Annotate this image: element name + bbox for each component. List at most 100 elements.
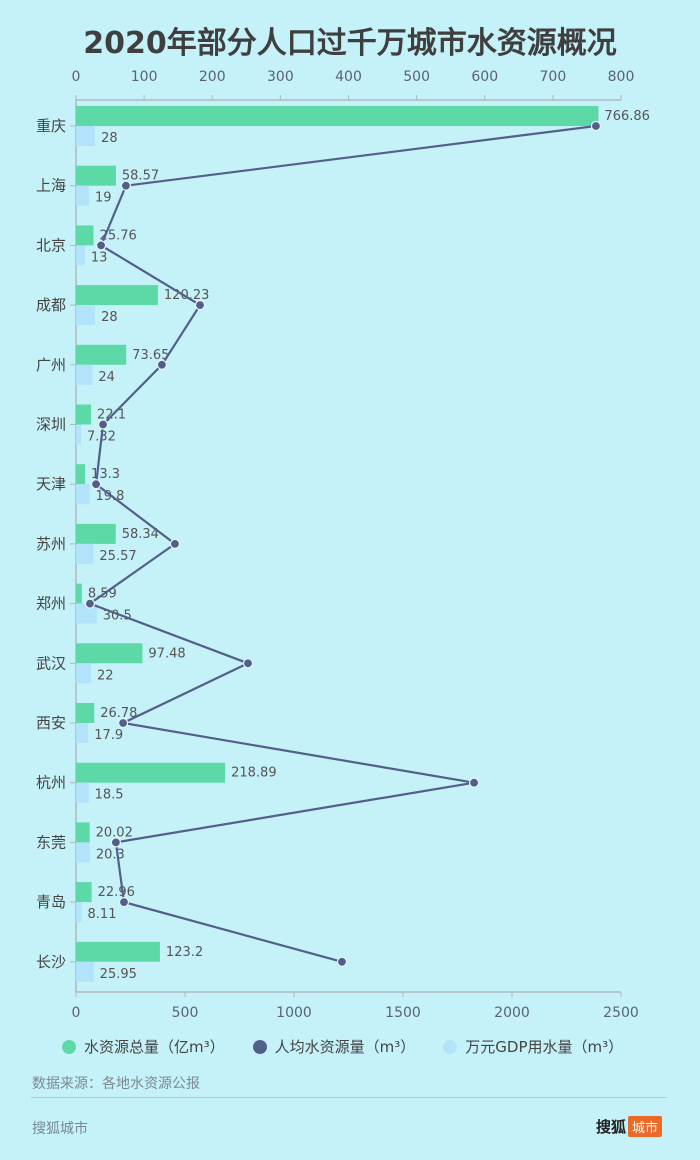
top-axis-tick-label: 800	[608, 69, 635, 85]
gdp-water-bar[interactable]	[76, 126, 96, 146]
per-capita-point[interactable]	[156, 359, 167, 370]
gdp-water-bar[interactable]	[76, 543, 94, 564]
total-water-value-label: 766.86	[604, 109, 650, 124]
brand-name: 搜狐	[595, 1118, 626, 1136]
per-capita-point[interactable]	[97, 419, 109, 430]
bottom-axis-tick-label: 1500	[385, 1005, 421, 1021]
total-water-value-label: 22.96	[98, 885, 135, 900]
total-water-bar[interactable]	[76, 464, 86, 485]
category-label: 上海	[36, 177, 66, 195]
gdp-water-bar[interactable]	[76, 364, 93, 385]
total-water-bar[interactable]	[76, 941, 160, 962]
legend-item-gdp-water[interactable]: 万元GDP用水量（m³）	[443, 1036, 623, 1057]
per-capita-point[interactable]	[84, 598, 96, 609]
per-capita-point[interactable]	[169, 538, 181, 550]
top-axis-tick-label: 200	[199, 69, 226, 85]
total-water-value-label: 73.65	[132, 348, 169, 363]
total-water-value-label: 20.02	[96, 825, 133, 840]
footer-publisher: 搜狐城市	[32, 1121, 88, 1137]
gdp-water-bar[interactable]	[76, 424, 81, 445]
gdp-water-bar[interactable]	[76, 842, 90, 863]
gdp-water-value-label: 8.11	[88, 907, 117, 922]
top-axis-tick-label: 100	[131, 69, 158, 85]
total-water-bar[interactable]	[76, 882, 92, 903]
total-water-bar[interactable]	[76, 225, 94, 246]
bottom-axis-tick-label: 500	[172, 1005, 199, 1021]
per-capita-point[interactable]	[468, 777, 480, 788]
top-axis-tick-label: 600	[471, 69, 498, 85]
top-axis-tick-label: 300	[267, 69, 294, 85]
legend-dot-icon	[62, 1039, 76, 1054]
legend-item-total-water[interactable]: 水资源总量（亿m³）	[62, 1036, 225, 1057]
total-water-bar[interactable]	[76, 285, 158, 306]
legend-item-per-capita[interactable]: 人均水资源量（m³）	[252, 1036, 415, 1057]
gdp-water-value-label: 22	[97, 668, 114, 683]
category-label: 郑州	[36, 595, 66, 613]
gdp-water-bar[interactable]	[76, 663, 91, 684]
category-label: 西安	[36, 714, 66, 732]
per-capita-point[interactable]	[117, 717, 129, 729]
total-water-value-label: 26.78	[100, 706, 137, 721]
total-water-bar[interactable]	[76, 762, 226, 783]
gdp-water-bar[interactable]	[76, 305, 96, 326]
per-capita-line	[87, 124, 597, 963]
gdp-water-bar[interactable]	[76, 782, 89, 803]
gdp-water-value-label: 24	[98, 370, 115, 385]
category-label: 长沙	[36, 953, 66, 971]
combo-chart: 0 100 200 300 400 500 600 700 800 0 500 1000 1500 200…	[36, 69, 650, 1021]
data-source-note: 数据来源：各地水资源公报	[32, 1076, 200, 1092]
per-capita-point[interactable]	[118, 896, 130, 908]
per-capita-point[interactable]	[194, 300, 206, 311]
category-label: 深圳	[36, 416, 66, 434]
gdp-water-bar[interactable]	[76, 245, 85, 266]
divider	[31, 1097, 667, 1098]
per-capita-point[interactable]	[590, 120, 602, 132]
legend-dot-icon	[443, 1039, 458, 1054]
gdp-water-bar[interactable]	[76, 484, 90, 505]
total-water-bar[interactable]	[76, 583, 82, 604]
per-capita-point[interactable]	[336, 956, 348, 967]
category-label: 成都	[36, 296, 66, 314]
total-water-bar[interactable]	[76, 344, 127, 365]
category-label: 青岛	[36, 893, 66, 911]
total-water-bar[interactable]	[76, 703, 95, 723]
gdp-water-bar[interactable]	[76, 902, 82, 923]
top-axis-tick-label: 0	[72, 69, 81, 85]
bottom-axis-tick-label: 2500	[603, 1005, 639, 1021]
category-label: 北京	[36, 236, 66, 254]
gdp-water-value-label: 20.3	[96, 847, 125, 862]
total-water-value-label: 218.89	[231, 766, 277, 781]
gdp-water-bar[interactable]	[76, 603, 97, 624]
total-water-bar[interactable]	[76, 404, 92, 425]
gdp-water-bar[interactable]	[76, 723, 89, 743]
gdp-water-value-label: 25.95	[100, 967, 137, 982]
total-water-bar[interactable]	[76, 822, 90, 843]
total-water-value-label: 25.76	[100, 228, 137, 243]
category-label: 广州	[36, 356, 66, 374]
per-capita-point[interactable]	[120, 180, 132, 191]
brand-tag: 城市	[627, 1116, 662, 1137]
total-water-bar[interactable]	[76, 643, 143, 664]
bottom-axis-tick-label: 2000	[494, 1005, 530, 1021]
gdp-water-bar[interactable]	[76, 185, 89, 206]
gdp-water-value-label: 28	[101, 310, 118, 325]
top-axis-tick-label: 400	[335, 69, 362, 85]
gdp-water-bar[interactable]	[76, 961, 94, 982]
top-axis-tick-label: 500	[403, 69, 430, 85]
category-label: 苏州	[36, 535, 66, 553]
legend-label: 水资源总量（亿m³）	[84, 1038, 225, 1056]
total-water-bar[interactable]	[76, 106, 599, 126]
per-capita-point[interactable]	[242, 658, 254, 669]
gdp-water-value-label: 17.9	[94, 728, 123, 743]
total-water-value-label: 120.23	[164, 288, 210, 303]
category-label: 杭州	[36, 774, 66, 792]
total-water-bar[interactable]	[76, 523, 116, 544]
total-water-bar[interactable]	[76, 165, 116, 186]
per-capita-point[interactable]	[110, 837, 121, 848]
bottom-axis-tick-label: 1000	[276, 1005, 312, 1021]
category-label: 东莞	[36, 833, 66, 851]
total-water-value-label: 123.2	[166, 945, 203, 960]
per-capita-point[interactable]	[95, 240, 107, 251]
per-capita-point[interactable]	[90, 479, 102, 490]
bottom-axis-tick-label: 0	[72, 1005, 81, 1021]
